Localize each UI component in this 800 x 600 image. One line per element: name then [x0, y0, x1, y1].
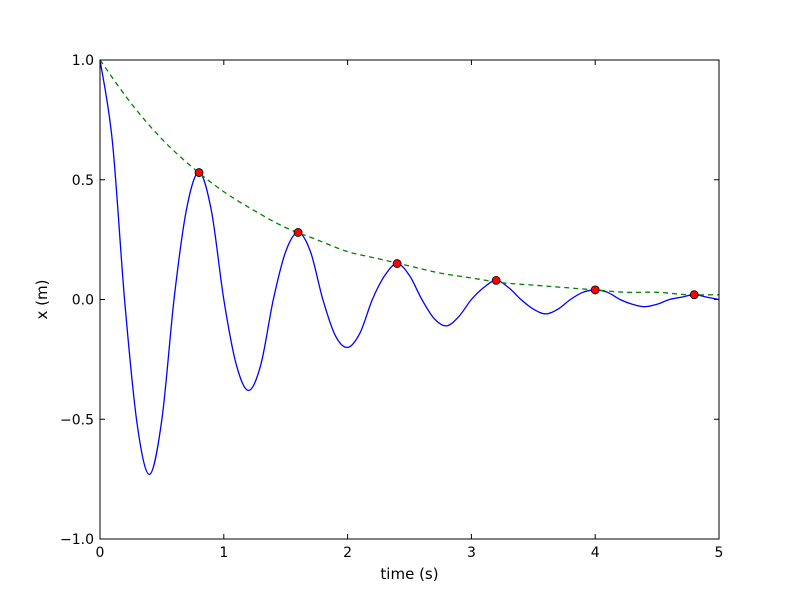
- x-axis-label: time (s): [380, 565, 438, 583]
- y-tick-label: −1.0: [60, 532, 94, 548]
- x-tick-label: 5: [715, 545, 724, 561]
- x-tick-label: 1: [219, 545, 228, 561]
- x-tick-label: 3: [467, 545, 476, 561]
- peak-marker: [590, 285, 600, 295]
- x-tick-label: 2: [343, 545, 352, 561]
- x-tick-label: 0: [96, 545, 105, 561]
- peak-marker: [392, 259, 402, 268]
- peak-marker: [194, 168, 204, 177]
- tick-layer: 0 1 2 3 4 5 −1.0 −0.5 0.0 0.5 1.0: [60, 53, 723, 561]
- y-axis-label: x (m): [33, 280, 51, 320]
- peak-marker: [293, 228, 303, 237]
- marker-layer: [194, 168, 699, 300]
- y-tick-label: −0.5: [60, 412, 94, 428]
- plot-area: [100, 60, 719, 539]
- peak-marker: [689, 290, 699, 300]
- y-tick-label: 0.5: [72, 173, 94, 189]
- x-tick-label: 4: [591, 545, 600, 561]
- y-tick-label: 1.0: [72, 53, 94, 69]
- y-tick-label: 0.0: [72, 293, 94, 309]
- peak-marker: [491, 275, 501, 285]
